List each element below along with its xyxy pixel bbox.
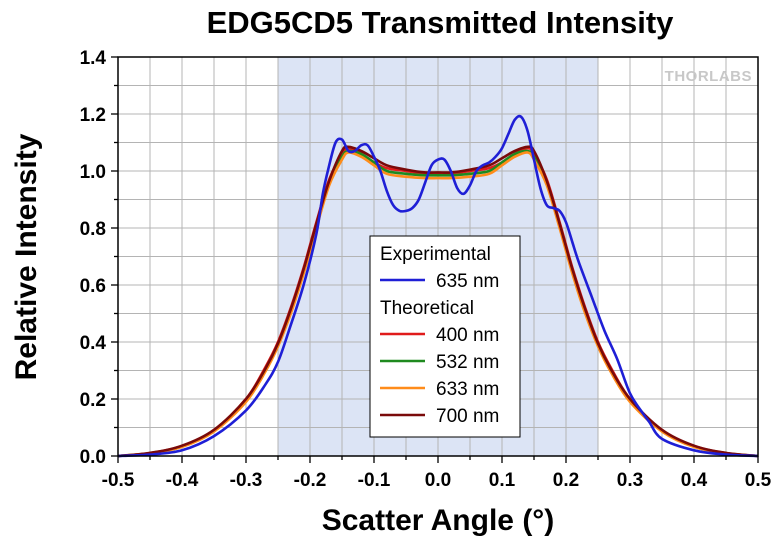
x-tick-label: -0.4 xyxy=(166,470,199,491)
x-tick-label: 0.0 xyxy=(425,470,451,491)
legend-group-title: Theoretical xyxy=(380,298,474,319)
x-tick-label: -0.2 xyxy=(294,470,327,491)
legend-box xyxy=(369,235,521,438)
x-tick-label: 0.5 xyxy=(745,470,772,491)
y-tick-label: 1.0 xyxy=(80,162,106,183)
legend-entry-label: 635 nm xyxy=(436,271,499,292)
y-tick-label: 0.6 xyxy=(80,276,106,297)
x-tick-label: 0.4 xyxy=(681,470,708,491)
x-tick-label: -0.1 xyxy=(358,470,391,491)
legend-group-title: Experimental xyxy=(380,244,491,265)
x-tick-label: -0.5 xyxy=(102,470,135,491)
y-tick-label: 0.4 xyxy=(80,333,107,354)
x-tick-label: 0.1 xyxy=(489,470,516,491)
legend: Experimental 635 nm Theoretical 400 nm 532 n… xyxy=(369,235,521,438)
legend-entry-label: 400 nm xyxy=(436,325,499,346)
chart-title: EDG5CD5 Transmitted Intensity xyxy=(207,5,675,40)
y-tick-label: 1.4 xyxy=(80,48,107,69)
x-tick-label: 0.3 xyxy=(617,470,643,491)
legend-entry-label: 700 nm xyxy=(436,406,499,427)
axes xyxy=(111,56,759,463)
x-tick-label: -0.3 xyxy=(230,470,263,491)
y-tick-label: 0.0 xyxy=(80,447,106,468)
y-tick-label: 0.2 xyxy=(80,390,106,411)
legend-entry-label: 633 nm xyxy=(436,379,499,400)
x-axis-label: Scatter Angle (°) xyxy=(322,504,555,537)
series-line-635-nm xyxy=(117,114,759,458)
x-tick-label: 0.2 xyxy=(553,470,579,491)
y-tick-label: 1.2 xyxy=(80,105,106,126)
thorlabs-watermark: THORLABS xyxy=(665,68,752,85)
y-tick-label: 0.8 xyxy=(80,219,106,240)
series-line-700-nm xyxy=(117,145,759,458)
series-layer xyxy=(117,114,759,458)
legend-entry-label: 532 nm xyxy=(436,352,499,373)
tick-labels: -0.5 -0.4 -0.3 -0.2 -0.1 0.0 0.1 0.2 0.3 0.4 0.5 0.… xyxy=(80,48,772,491)
y-axis-label: Relative Intensity xyxy=(10,133,43,380)
